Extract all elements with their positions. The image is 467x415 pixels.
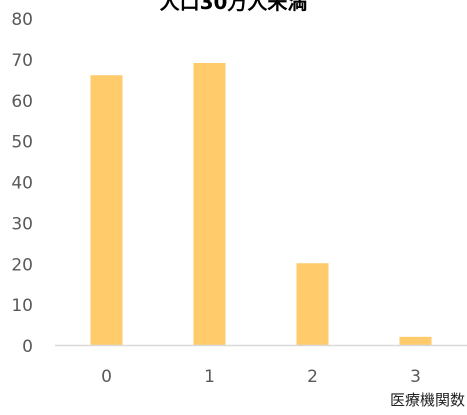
y-tick-label: 40	[11, 174, 33, 194]
y-tick-label: 20	[11, 255, 33, 275]
y-tick-label: 10	[11, 296, 33, 316]
x-tick-label: 2	[307, 367, 318, 387]
x-tick-label: 3	[410, 367, 421, 387]
chart-title: 人口30万人未満	[159, 0, 308, 14]
y-tick-label: 80	[11, 10, 33, 30]
y-tick-label: 60	[11, 92, 33, 112]
bar	[399, 336, 432, 345]
y-tick-label: 0	[22, 337, 33, 357]
y-tick-label: 70	[11, 51, 33, 71]
x-axis-title: 医療機関数	[389, 391, 465, 409]
bar	[296, 263, 329, 345]
y-tick-label: 50	[11, 133, 33, 153]
x-tick-label: 1	[204, 367, 215, 387]
bar	[90, 75, 123, 345]
bar	[193, 62, 226, 346]
x-tick-label: 0	[101, 367, 112, 387]
y-tick-label: 30	[11, 214, 33, 234]
